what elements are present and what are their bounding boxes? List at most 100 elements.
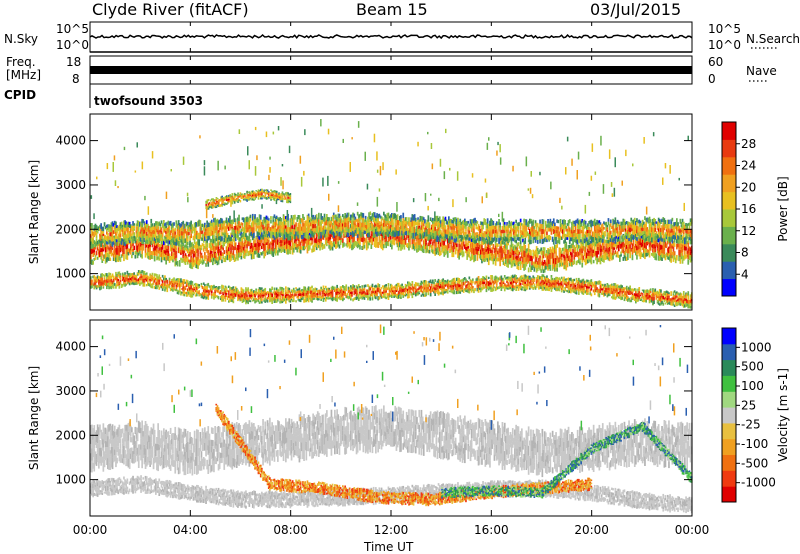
echo-cell-0-46-1 xyxy=(142,245,145,251)
echo-cell-1-8-3 xyxy=(99,233,101,237)
echo-cell-0-452-0 xyxy=(605,255,607,260)
echo-cell-1-390-0 xyxy=(534,239,537,243)
echo-cell-0-202-2 xyxy=(320,237,322,241)
echo-cell-1-484-2 xyxy=(641,227,644,232)
echo-cell-1-480-2 xyxy=(637,229,639,233)
echo-cell-0-398-0 xyxy=(543,268,546,273)
echo-cell-0-300-1 xyxy=(432,245,434,250)
echo-cell-0-94-3 xyxy=(197,252,199,257)
echo-cell-1-62-4 xyxy=(160,227,163,231)
echo-cell-1-52-0 xyxy=(149,237,151,242)
echo-cell-1-205-0 xyxy=(323,233,326,238)
echo-cell-0-41-2 xyxy=(136,238,139,246)
echo-cell-1-152-1 xyxy=(263,230,265,234)
echo-cell-1-97-3 xyxy=(200,227,203,231)
echo-cell-1-372-5 xyxy=(514,223,516,227)
echo-cell-1-334-5 xyxy=(470,222,473,226)
echo-cell-1-190-0 xyxy=(306,232,309,238)
echo-cell-1-516-2 xyxy=(678,229,680,233)
echo-cell-1-260-5 xyxy=(386,213,389,218)
echo-cell-0-268-1 xyxy=(395,240,398,245)
echo-cell-1-373-4 xyxy=(515,226,517,230)
echo-cell-1-43-3 xyxy=(139,221,141,227)
echo-cell-0-298-3 xyxy=(429,237,432,242)
echo-cell-0-125-1 xyxy=(232,250,235,256)
echo-cell-0-230-3 xyxy=(352,222,354,230)
echo-cell-1-205-1 xyxy=(323,229,326,234)
echo-cell-1-39-0 xyxy=(134,237,137,244)
echo-cell-0-266-1 xyxy=(393,240,395,243)
echo-cell-0-420-4 xyxy=(568,248,571,252)
echo-cell-1-196-0 xyxy=(313,231,316,236)
echo-cell-1-356-0 xyxy=(495,237,498,242)
echo-cell-0-294-1 xyxy=(425,245,427,250)
echo-cell-0-409-0 xyxy=(556,267,558,272)
echo-cell-1-449-1 xyxy=(601,234,604,239)
echo-cell-1-440-0 xyxy=(591,236,594,243)
echo-cell-1-40-4 xyxy=(135,223,138,227)
echo-cell-0-345-0 xyxy=(483,258,486,263)
echo-cell-0-108-3 xyxy=(213,246,215,250)
echo-cell-0-18-2 xyxy=(110,248,113,253)
echo-cell-0-80-3 xyxy=(181,244,183,250)
echo-cell-1-354-1 xyxy=(493,233,496,238)
echo-cell-2-16-4 xyxy=(108,272,110,276)
echo-cell-1-481-2 xyxy=(638,227,641,232)
echo-cell-1-325-0 xyxy=(460,238,463,242)
echo-cell-1-281-1 xyxy=(410,226,413,232)
echo-cell-1-108-4 xyxy=(213,222,215,227)
echo-cell-1-47-0 xyxy=(143,237,146,242)
echo-cell-1-350-0 xyxy=(489,236,491,243)
echo-cell-0-377-2 xyxy=(519,256,522,261)
echo-cell-0-502-4 xyxy=(662,237,665,242)
echo-cell-1-20-0 xyxy=(112,241,115,245)
echo-cell-0-70-2 xyxy=(169,246,172,252)
echo-cell-0-138-0 xyxy=(247,251,249,257)
echo-cell-1-438-5 xyxy=(589,223,592,227)
echo-cell-0-433-0 xyxy=(583,259,586,263)
echo-cell-0-133-3 xyxy=(241,244,244,249)
echo-cell-0-502-0 xyxy=(662,253,665,258)
echo-cell-2-26-3 xyxy=(119,277,122,280)
echo-cell-0-142-0 xyxy=(251,252,254,259)
echo-cell-0-224-3 xyxy=(345,234,348,238)
echo-cell-1-220-2 xyxy=(340,222,343,227)
echo-cell-0-2-2 xyxy=(92,253,94,257)
echo-cell-1-478-3 xyxy=(635,221,637,226)
echo-cell-1-351-3 xyxy=(490,229,492,234)
echo-cell-0-490-1 xyxy=(648,250,651,255)
echo-cell-0-371-3 xyxy=(513,246,515,251)
echo-cell-2-23-0 xyxy=(116,283,118,287)
echo-cell-1-4-3 xyxy=(94,223,97,230)
echo-cell-0-320-1 xyxy=(454,249,457,255)
echo-cell-1-241-2 xyxy=(364,224,367,228)
echo-cell-1-140-3 xyxy=(249,225,252,229)
echo-cell-1-281-3 xyxy=(410,217,413,222)
echo-cell-2-20-1 xyxy=(112,282,115,286)
echo-cell-0-275-4 xyxy=(403,225,406,231)
echo-cell-0-225-1 xyxy=(346,241,349,245)
echo-cell-0-175-3 xyxy=(289,238,292,243)
echo-cell-1-189-0 xyxy=(305,232,308,239)
echo-cell-1-210-0 xyxy=(329,230,332,234)
echo-cell-1-125-1 xyxy=(232,228,235,233)
echo-cell-0-516-1 xyxy=(678,249,680,256)
echo-cell-2-25-4 xyxy=(118,271,121,275)
echo-cell-0-295-3 xyxy=(426,236,428,241)
echo-cell-0-316-1 xyxy=(450,248,452,252)
echo-cell-0-518-2 xyxy=(680,250,683,254)
echo-cell-1-384-0 xyxy=(527,239,530,243)
echo-cell-1-62-1 xyxy=(160,237,163,241)
echo-cell-0-453-5 xyxy=(606,239,609,243)
echo-cell-1-293-0 xyxy=(424,232,426,237)
echo-cell-0-20-0 xyxy=(112,257,115,261)
echo-cell-1-251-2 xyxy=(376,222,378,228)
echo-cell-0-416-1 xyxy=(564,260,566,265)
echo-cell-0-442-2 xyxy=(593,245,596,252)
echo-cell-1-434-0 xyxy=(584,238,587,243)
echo-cell-1-149-0 xyxy=(259,234,262,240)
echo-cell-0-124-6 xyxy=(231,239,234,242)
echo-cell-1-429-4 xyxy=(579,219,581,225)
echo-cell-1-59-1 xyxy=(157,234,159,239)
echo-cell-1-517-2 xyxy=(679,228,682,234)
